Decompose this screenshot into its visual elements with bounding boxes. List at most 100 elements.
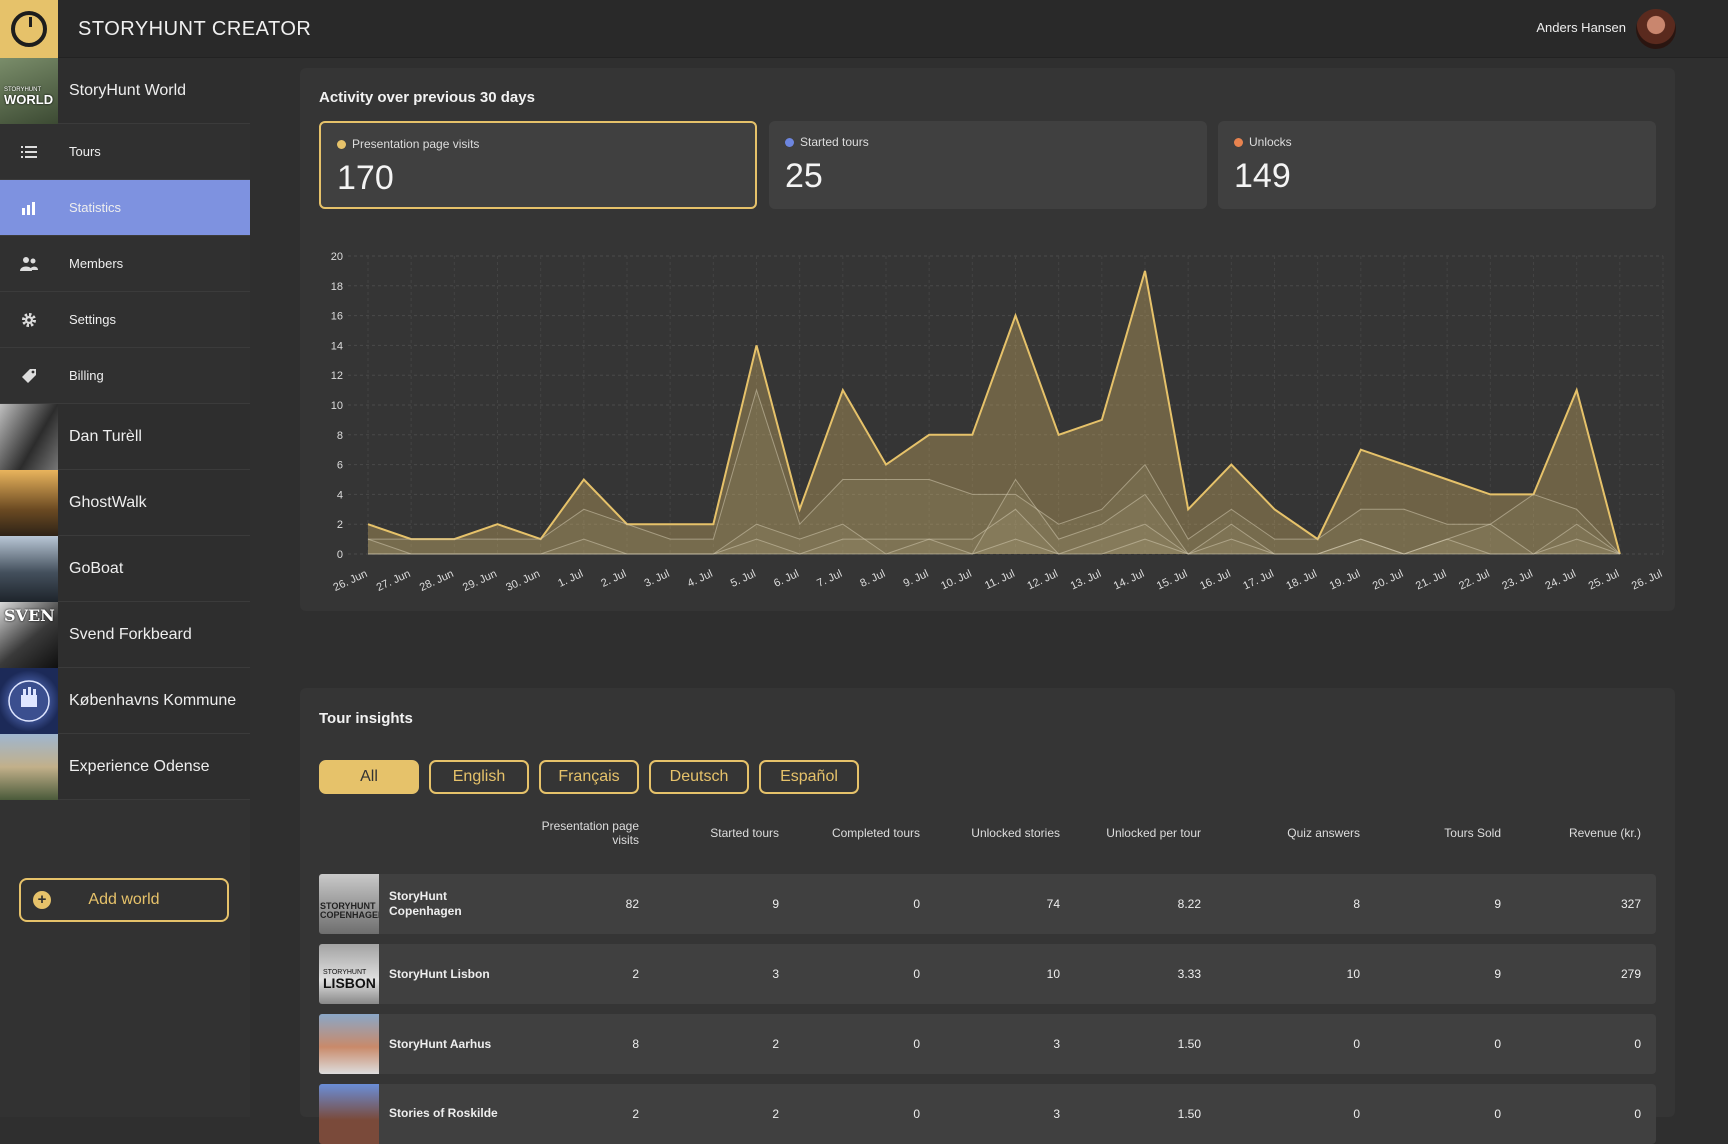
sidebar-item-members[interactable]: Members: [0, 236, 250, 292]
world-thumbnail: [0, 535, 58, 602]
world-item-goboat[interactable]: GoBoat: [0, 535, 250, 602]
x-tick-label: 20. Jul: [1371, 568, 1405, 593]
x-tick-label: 26. Jul: [1630, 568, 1664, 593]
sidebar-item-label: Billing: [69, 368, 104, 383]
cell: 0: [1634, 1037, 1641, 1051]
logo-icon: [11, 11, 47, 47]
x-tick-label: 8. Jul: [858, 568, 887, 590]
table-row[interactable]: STORYHUNT LISBON StoryHunt Lisbon 2 3 0 1…: [319, 944, 1656, 1004]
cell: 3.33: [1177, 967, 1201, 981]
user-name[interactable]: Anders Hansen: [1536, 20, 1626, 35]
col-header[interactable]: Quiz answers: [1287, 826, 1360, 840]
col-header[interactable]: Tours Sold: [1444, 826, 1501, 840]
y-tick-label: 4: [337, 489, 343, 501]
stat-label: Unlocks: [1234, 135, 1292, 149]
y-tick-label: 12: [331, 370, 343, 382]
col-header[interactable]: Started tours: [710, 826, 779, 840]
avatar[interactable]: [1636, 9, 1676, 49]
add-world-button[interactable]: + Add world: [19, 878, 229, 922]
cell: 82: [625, 897, 639, 911]
x-tick-label: 11. Jul: [983, 568, 1017, 592]
x-tick-label: 1. Jul: [556, 568, 585, 590]
world-item-ghostwalk[interactable]: GhostWalk: [0, 469, 250, 536]
table-row[interactable]: STORYHUNT COPENHAGEN StoryHunt Copenhagen…: [319, 874, 1656, 934]
table-row[interactable]: StoryHunt Aarhus 8 2 0 3 1.50 0 0 0: [319, 1014, 1656, 1074]
tour-name: StoryHunt Copenhagen: [389, 889, 462, 918]
table-row[interactable]: Stories of Roskilde 2 2 0 3 1.50 0 0 0: [319, 1084, 1656, 1144]
plus-icon: +: [33, 891, 51, 909]
cell: 8: [1353, 897, 1360, 911]
stat-unlocks[interactable]: Unlocks 149: [1218, 121, 1656, 209]
cell: 2: [632, 1107, 639, 1121]
sidebar-item-tours[interactable]: Tours: [0, 124, 250, 180]
cell: 1.50: [1177, 1107, 1201, 1121]
cell: 279: [1620, 967, 1641, 981]
x-tick-label: 14. Jul: [1112, 568, 1146, 593]
cell: 10: [1046, 967, 1060, 981]
col-header[interactable]: Completed tours: [831, 826, 920, 840]
filter-francais[interactable]: Français: [539, 760, 639, 794]
stat-value: 25: [785, 157, 823, 195]
stat-started-tours[interactable]: Started tours 25: [769, 121, 1207, 209]
stat-presentation-visits[interactable]: Presentation page visits 170: [319, 121, 757, 209]
y-tick-label: 0: [337, 549, 343, 561]
series-line: [368, 538, 1620, 555]
stat-value: 149: [1234, 157, 1291, 195]
x-tick-label: 29. Jun: [461, 568, 499, 594]
series-area: [368, 390, 1620, 554]
x-tick-label: 19. Jul: [1328, 568, 1362, 593]
tour-thumbnail: STORYHUNT LISBON: [319, 944, 379, 1004]
cell: 3: [1053, 1037, 1060, 1051]
y-tick-label: 16: [331, 311, 343, 323]
current-world[interactable]: STORYHUNT WORLD StoryHunt World: [0, 57, 250, 124]
world-item-svend-forkbeard[interactable]: SVEN Svend Forkbeard: [0, 601, 250, 668]
x-tick-label: 3. Jul: [643, 568, 672, 590]
x-tick-label: 17. Jul: [1241, 568, 1275, 593]
sidebar-item-settings[interactable]: Settings: [0, 292, 250, 348]
cell: 0: [913, 967, 920, 981]
world-item-experience-odense[interactable]: Experience Odense: [0, 733, 250, 800]
app-title: STORYHUNT CREATOR: [78, 18, 312, 40]
filter-all[interactable]: All: [319, 760, 419, 794]
tour-insights-card: Tour insights All English Français Deuts…: [300, 688, 1675, 1144]
y-tick-label: 10: [331, 400, 343, 412]
cell: 327: [1620, 897, 1641, 911]
x-tick-label: 24. Jul: [1543, 568, 1577, 593]
world-thumbnail: SVEN: [0, 601, 58, 668]
tour-thumbnail: [319, 1014, 379, 1074]
world-name: GoBoat: [69, 559, 124, 577]
app-logo[interactable]: [0, 0, 58, 58]
legend-dot: [1234, 138, 1243, 147]
x-tick-label: 18. Jul: [1284, 568, 1318, 593]
activity-title: Activity over previous 30 days: [319, 89, 535, 106]
sidebar-item-billing[interactable]: Billing: [0, 348, 250, 404]
col-header[interactable]: Unlocked stories: [971, 826, 1060, 840]
sidebar-item-statistics[interactable]: Statistics: [0, 180, 250, 236]
x-tick-label: 26. Jun: [331, 568, 369, 594]
x-tick-label: 27. Jun: [375, 568, 413, 594]
x-tick-label: 25. Jul: [1587, 568, 1621, 593]
cell: 9: [772, 897, 779, 911]
filter-english[interactable]: English: [429, 760, 529, 794]
cell: 0: [913, 897, 920, 911]
cell: 0: [913, 1037, 920, 1051]
activity-chart-svg: 0 2 4 6 8 10 12 14 16 18 20 26. Jun 27. Jun 28. Jun 29…: [331, 251, 1665, 594]
add-world-label: Add world: [88, 891, 160, 908]
x-tick-label: 12. Jul: [1025, 568, 1059, 593]
col-header[interactable]: Unlocked per tour: [1106, 826, 1201, 840]
world-item-kobenhavns-kommune[interactable]: Københavns Kommune: [0, 667, 250, 734]
legend-dot: [785, 138, 794, 147]
filter-deutsch[interactable]: Deutsch: [649, 760, 749, 794]
stat-label: Started tours: [785, 135, 869, 149]
col-header[interactable]: Presentation page visits: [541, 819, 639, 847]
filter-espanol[interactable]: Español: [759, 760, 859, 794]
world-item-dan-turell[interactable]: Dan Turèll: [0, 403, 250, 470]
y-tick-label: 14: [331, 340, 343, 352]
cell: 1.50: [1177, 1037, 1201, 1051]
y-tick-label: 6: [337, 460, 343, 472]
top-bar: STORYHUNT CREATOR Anders Hansen: [0, 0, 1728, 58]
world-thumbnail: [0, 667, 58, 734]
cell: 0: [1353, 1037, 1360, 1051]
col-header[interactable]: Revenue (kr.): [1568, 826, 1641, 840]
world-thumbnail: [0, 403, 58, 470]
